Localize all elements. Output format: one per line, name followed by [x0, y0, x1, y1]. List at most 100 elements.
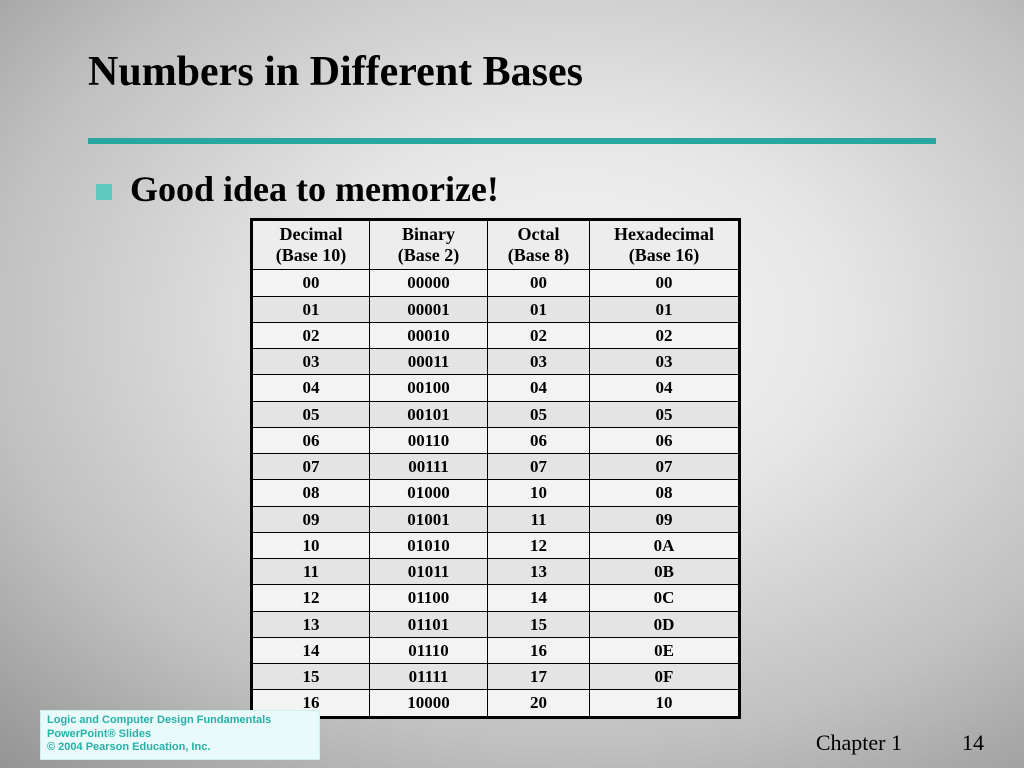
table-cell: 11: [488, 506, 590, 532]
table-cell: 08: [590, 480, 740, 506]
table-row: 1201100140C: [252, 585, 740, 611]
footer-logo: Logic and Computer Design Fundamentals P…: [40, 710, 320, 760]
table-cell: 10: [252, 532, 370, 558]
slide: Numbers in Different Bases Good idea to …: [0, 0, 1024, 768]
table-cell: 00100: [370, 375, 488, 401]
table-row: 04001000404: [252, 375, 740, 401]
table-cell: 04: [488, 375, 590, 401]
table-cell: 00101: [370, 401, 488, 427]
table-cell: 14: [252, 637, 370, 663]
table-row: 1501111170F: [252, 664, 740, 690]
table-cell: 00110: [370, 427, 488, 453]
table-cell: 03: [252, 349, 370, 375]
table-cell: 15: [488, 611, 590, 637]
table-cell: 11: [252, 559, 370, 585]
table-row: 09010011109: [252, 506, 740, 532]
footer-right: Chapter 1 14: [816, 730, 984, 756]
table-cell: 16: [488, 637, 590, 663]
slide-title: Numbers in Different Bases: [88, 48, 583, 96]
table-cell: 10: [590, 690, 740, 717]
col-header-sub: (Base 2): [398, 245, 460, 265]
table-cell: 13: [488, 559, 590, 585]
table-cell: 0E: [590, 637, 740, 663]
table-cell: 01: [590, 296, 740, 322]
table-cell: 01: [252, 296, 370, 322]
table-row: 00000000000: [252, 270, 740, 296]
table-cell: 01001: [370, 506, 488, 532]
table-cell: 0B: [590, 559, 740, 585]
table-cell: 07: [590, 454, 740, 480]
table-cell: 07: [252, 454, 370, 480]
table-cell: 10: [488, 480, 590, 506]
table-cell: 01111: [370, 664, 488, 690]
bullet-text: Good idea to memorize!: [130, 168, 499, 210]
table-cell: 01: [488, 296, 590, 322]
table-cell: 14: [488, 585, 590, 611]
col-header-sub: (Base 16): [629, 245, 700, 265]
table-cell: 01101: [370, 611, 488, 637]
col-header-name: Decimal: [280, 224, 343, 244]
col-header-name: Binary: [402, 224, 455, 244]
table-cell: 09: [590, 506, 740, 532]
table-body: 0000000000001000010101020001002020300011…: [252, 270, 740, 717]
table-cell: 01011: [370, 559, 488, 585]
table-cell: 17: [488, 664, 590, 690]
table-cell: 12: [252, 585, 370, 611]
table-cell: 02: [488, 322, 590, 348]
table-row: 01000010101: [252, 296, 740, 322]
table-row: 08010001008: [252, 480, 740, 506]
table-cell: 04: [252, 375, 370, 401]
table-cell: 00111: [370, 454, 488, 480]
table-header: Decimal (Base 10) Binary (Base 2) Octal …: [252, 220, 740, 270]
table-cell: 01010: [370, 532, 488, 558]
col-header-name: Hexadecimal: [614, 224, 714, 244]
table-cell: 10000: [370, 690, 488, 717]
table-row: 1301101150D: [252, 611, 740, 637]
table-row: 1001010120A: [252, 532, 740, 558]
table-cell: 04: [590, 375, 740, 401]
footer-logo-line: Logic and Computer Design Fundamentals: [47, 714, 313, 728]
col-header-sub: (Base 10): [276, 245, 347, 265]
table-cell: 07: [488, 454, 590, 480]
bullet-item: Good idea to memorize!: [96, 168, 499, 210]
table-cell: 20: [488, 690, 590, 717]
col-header-hexadecimal: Hexadecimal (Base 16): [590, 220, 740, 270]
table-cell: 00: [590, 270, 740, 296]
chapter-label: Chapter 1: [816, 730, 902, 756]
table-cell: 12: [488, 532, 590, 558]
table-cell: 09: [252, 506, 370, 532]
table-cell: 02: [590, 322, 740, 348]
table-cell: 00: [252, 270, 370, 296]
col-header-decimal: Decimal (Base 10): [252, 220, 370, 270]
table-cell: 01100: [370, 585, 488, 611]
col-header-sub: (Base 8): [508, 245, 570, 265]
table-row: 02000100202: [252, 322, 740, 348]
table-cell: 08: [252, 480, 370, 506]
table-cell: 05: [252, 401, 370, 427]
table-row: 03000110303: [252, 349, 740, 375]
table-row: 1101011130B: [252, 559, 740, 585]
table-cell: 06: [488, 427, 590, 453]
table-row: 06001100606: [252, 427, 740, 453]
table-cell: 02: [252, 322, 370, 348]
table-cell: 0D: [590, 611, 740, 637]
col-header-name: Octal: [518, 224, 560, 244]
bases-table-container: Decimal (Base 10) Binary (Base 2) Octal …: [250, 218, 741, 719]
table-cell: 00: [488, 270, 590, 296]
table-cell: 00000: [370, 270, 488, 296]
page-number: 14: [962, 730, 984, 756]
table-cell: 03: [488, 349, 590, 375]
table-cell: 15: [252, 664, 370, 690]
table-cell: 01000: [370, 480, 488, 506]
footer-logo-line: PowerPoint® Slides: [47, 728, 313, 742]
title-underline: [88, 138, 936, 144]
table-cell: 0F: [590, 664, 740, 690]
table-row: 05001010505: [252, 401, 740, 427]
table-row: 16100002010: [252, 690, 740, 717]
table-cell: 0A: [590, 532, 740, 558]
table-cell: 06: [252, 427, 370, 453]
table-cell: 06: [590, 427, 740, 453]
table-cell: 03: [590, 349, 740, 375]
col-header-binary: Binary (Base 2): [370, 220, 488, 270]
table-cell: 01110: [370, 637, 488, 663]
